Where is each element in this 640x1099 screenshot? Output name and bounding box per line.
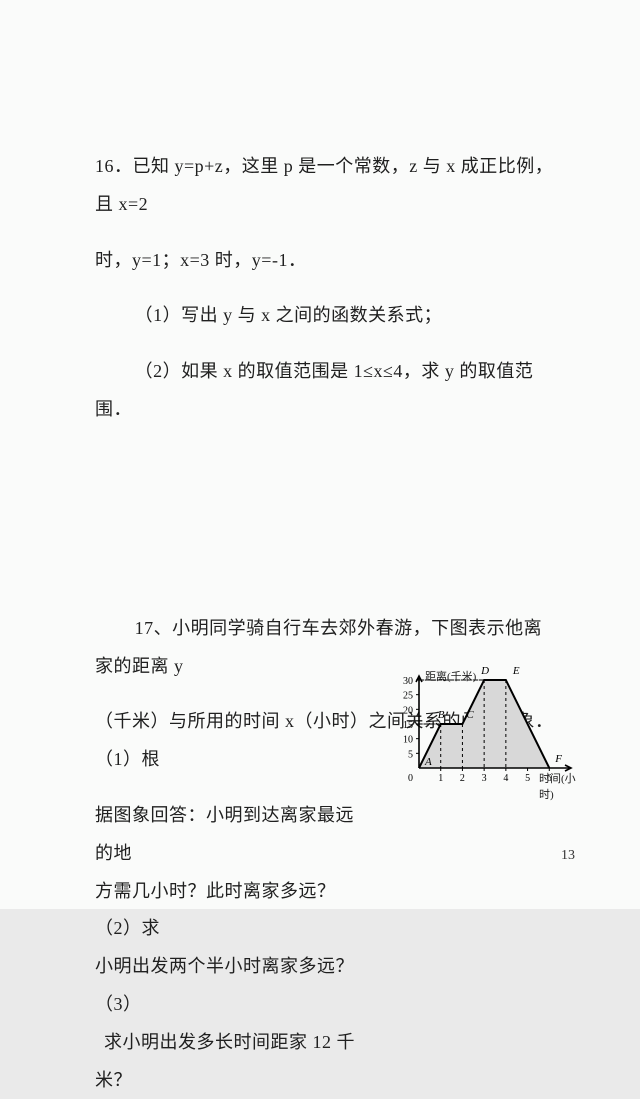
svg-text:5: 5: [408, 749, 413, 760]
svg-text:3: 3: [482, 773, 487, 784]
q17-line3b: 方需几小时？此时离家多远？（2）求: [95, 873, 355, 949]
q16-line1: 16．已知 y=p+z，这里 p 是一个常数，z 与 x 成正比例，且 x=2: [95, 148, 555, 224]
page-number: 13: [561, 848, 575, 864]
question-16: 16．已知 y=p+z，这里 p 是一个常数，z 与 x 成正比例，且 x=2 …: [95, 148, 555, 429]
q17-wrapped-text: 据图象回答：小明到达离家最远的地 方需几小时？此时离家多远？（2）求 小明出发两…: [95, 797, 355, 1099]
svg-text:4: 4: [503, 773, 508, 784]
svg-text:25: 25: [403, 690, 413, 701]
q17-line3a: 据图象回答：小明到达离家最远的地: [95, 797, 355, 873]
distance-time-chart: 距离(千米) 510152025301234560ABCDEF 时间(小时): [383, 662, 579, 795]
svg-text:C: C: [466, 709, 474, 721]
svg-text:E: E: [512, 665, 520, 677]
q17-line3d: 求小明出发多长时间距家 12 千米？: [95, 1024, 355, 1099]
q16-part2: （2）如果 x 的取值范围是 1≤x≤4，求 y 的取值范围．: [95, 353, 555, 429]
q16-part1: （1）写出 y 与 x 之间的函数关系式；: [95, 297, 555, 335]
svg-text:20: 20: [403, 705, 413, 716]
question-17: 17、小明同学骑自行车去郊外春游，下图表示他离家的距离 y （千米）与所用的时间…: [95, 610, 555, 1099]
svg-text:30: 30: [403, 676, 413, 687]
svg-text:F: F: [554, 753, 562, 765]
svg-text:A: A: [424, 756, 432, 768]
document-page: 16．已知 y=p+z，这里 p 是一个常数，z 与 x 成正比例，且 x=2 …: [0, 0, 640, 909]
svg-text:B: B: [438, 709, 445, 721]
svg-text:15: 15: [403, 720, 413, 731]
svg-text:5: 5: [525, 773, 530, 784]
chart-y-label: 距离(千米): [425, 668, 476, 684]
svg-text:2: 2: [460, 773, 465, 784]
svg-text:10: 10: [403, 734, 413, 745]
q17-line3c: 小明出发两个半小时离家多远？（3）: [95, 948, 355, 1024]
chart-x-label: 时间(小时): [539, 770, 579, 802]
q16-line2: 时，y=1；x=3 时，y=-1．: [95, 242, 555, 280]
svg-text:0: 0: [408, 773, 413, 784]
svg-text:D: D: [480, 665, 489, 677]
spacer: [95, 447, 555, 592]
svg-text:1: 1: [438, 773, 443, 784]
